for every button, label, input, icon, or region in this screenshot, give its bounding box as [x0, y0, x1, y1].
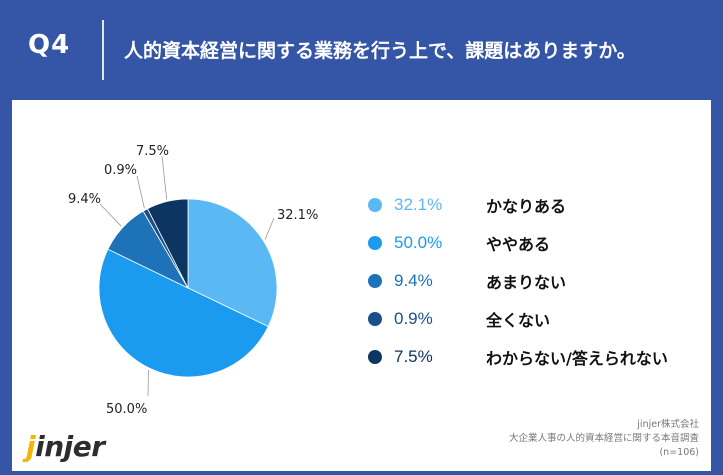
source-sample: (n=106)	[659, 447, 699, 458]
slice-label-3: 9.4%	[68, 192, 102, 207]
legend-item-1: 32.1% かなりある	[368, 186, 668, 224]
legend-value-2: 50.0%	[394, 233, 443, 252]
question-title: 人的資本経営に関する業務を行う上で、課題はありますか。	[124, 40, 636, 62]
legend-item-5: 7.5% わからない/答えられない	[368, 338, 668, 376]
legend-label-2: ややある	[486, 235, 551, 254]
legend-dot-2	[368, 236, 382, 250]
source-survey: 大企業人事の人的資本経営に関する本音調査	[508, 433, 699, 444]
pie-chart	[98, 155, 278, 397]
legend-item-2: 50.0% ややある	[368, 224, 668, 262]
slice-label-1: 32.1%	[277, 208, 319, 223]
legend-value-1: 32.1%	[394, 195, 443, 214]
header-divider	[102, 20, 104, 80]
slice-label-5: 7.5%	[136, 144, 170, 159]
leader-line-1	[264, 217, 275, 240]
chart-card: 32.1% 50.0% 9.4% 0.9% 7.5% 32.1% かなりある 50.0% やや…	[12, 100, 711, 471]
source-note: jinjer株式会社 大企業人事の人的資本経営に関する本音調査 (n=106)	[509, 418, 699, 460]
legend-value-3: 9.4%	[394, 271, 433, 290]
legend-label-3: あまりない	[486, 273, 567, 292]
leader-line-4	[136, 175, 145, 209]
legend-item-4: 0.9% 全くない	[368, 300, 668, 338]
header: Q4 人的資本経営に関する業務を行う上で、課題はありますか。	[0, 0, 723, 100]
pie-slice-5	[147, 198, 189, 289]
pie-slice-1	[187, 198, 278, 328]
leader-line-5	[161, 155, 168, 200]
legend-dot-3	[368, 274, 382, 288]
legend-label-5: わからない/答えられない	[486, 349, 668, 368]
question-label: Q4	[28, 30, 71, 60]
legend-value-5: 7.5%	[394, 347, 433, 366]
legend-dot-5	[368, 350, 382, 364]
source-company: jinjer株式会社	[637, 419, 699, 430]
legend: 32.1% かなりある 50.0% ややある 9.4% あまりない 0.9% 全くない 7.5%…	[368, 186, 668, 376]
slice-label-4: 0.9%	[104, 163, 138, 178]
pie-slice-2	[98, 248, 269, 378]
legend-label-4: 全くない	[486, 311, 551, 330]
legend-dot-1	[368, 198, 382, 212]
legend-label-1: かなりある	[486, 197, 567, 216]
jinjer-logo: jinjer	[26, 430, 105, 463]
legend-value-4: 0.9%	[394, 309, 433, 328]
legend-item-3: 9.4% あまりない	[368, 262, 668, 300]
legend-dot-4	[368, 312, 382, 326]
slice-label-2: 50.0%	[106, 402, 148, 417]
leader-line-3	[99, 203, 122, 227]
